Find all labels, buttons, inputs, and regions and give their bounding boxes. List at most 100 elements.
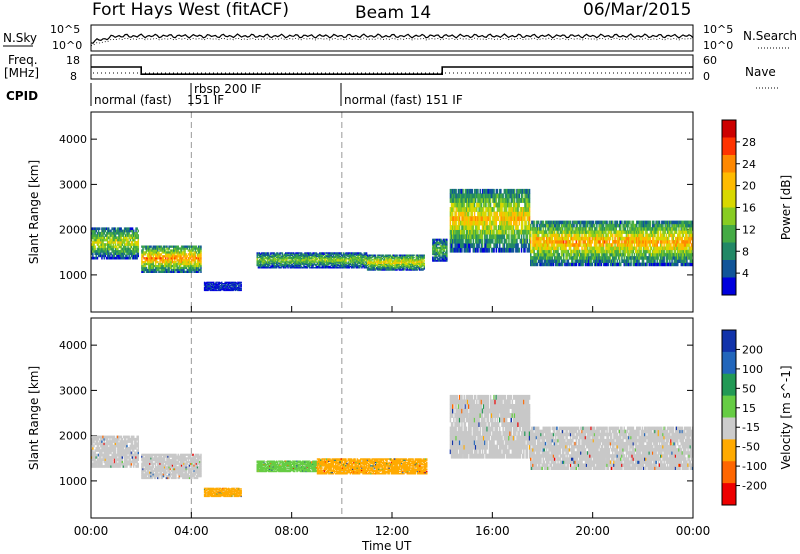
echo-cell: [337, 264, 339, 267]
echo-cell: [423, 268, 425, 270]
echo-cell: [312, 254, 314, 256]
echo-cell: [191, 266, 193, 270]
echo-cell: [517, 225, 519, 230]
echo-cell: [195, 257, 198, 260]
echo-cell: [113, 245, 116, 249]
echo-cell: [300, 253, 303, 255]
echo-cell: [316, 259, 319, 261]
echo-cell: [184, 251, 186, 254]
echo-cell: [130, 250, 133, 253]
echo-cell: [351, 259, 353, 261]
echo-cell: [152, 262, 154, 266]
echo-cell: [417, 257, 420, 260]
echo-cell: [288, 254, 290, 256]
echo-cell: [348, 256, 351, 259]
echo-cell: [271, 264, 273, 267]
echo-cell: [313, 256, 315, 259]
echo-cell: [370, 262, 372, 264]
echo-cell: [142, 270, 144, 273]
echo-cell: [502, 193, 504, 199]
echo-cell: [304, 255, 306, 258]
echo-cell: [206, 289, 208, 291]
echo-cell: [295, 260, 297, 262]
echo-cell: [337, 260, 339, 262]
echo-cell: [230, 288, 232, 290]
echo-cell: [150, 255, 152, 258]
echo-cell: [178, 261, 181, 264]
echo-cell: [370, 269, 372, 271]
echo-cell: [219, 288, 222, 290]
echo-cell: [415, 265, 418, 268]
echo-cell: [398, 263, 401, 266]
echo-cell: [389, 260, 391, 262]
echo-cell: [235, 288, 238, 290]
echo-cell: [176, 262, 178, 266]
echo-cell: [114, 238, 117, 242]
echo-cell: [303, 256, 305, 259]
echo-cell: [229, 290, 231, 292]
echo-cell: [373, 264, 376, 267]
echo-cell: [261, 260, 263, 262]
echo-cell: [158, 266, 160, 270]
echo-cell: [135, 254, 137, 258]
echo-cell: [403, 256, 405, 259]
echo-cell: [432, 258, 434, 261]
echo-cell: [305, 256, 307, 259]
echo-cell: [285, 261, 287, 263]
echo-cell: [415, 257, 418, 260]
echo-cell: [371, 268, 373, 270]
echo-cell: [93, 256, 95, 260]
echo-cell: [523, 234, 525, 240]
echo-cell: [214, 288, 216, 290]
echo-cell: [295, 261, 297, 263]
echo-cell: [92, 256, 94, 260]
echo-cell: [286, 261, 288, 263]
echo-cell: [331, 256, 334, 259]
echo-cell: [318, 260, 320, 262]
echo-cell: [169, 257, 172, 260]
echo-cell: [217, 288, 220, 290]
echo-cell: [191, 255, 193, 258]
echo-cell: [364, 252, 367, 254]
echo-cell: [95, 227, 97, 231]
echo-cell: [298, 257, 301, 260]
echo-cell: [473, 202, 476, 208]
echo-cell: [296, 261, 298, 263]
echo-cell: [196, 259, 199, 262]
echo-cell: [203, 290, 206, 292]
echo-cell: [218, 290, 221, 292]
echo-cell: [93, 243, 95, 246]
echo-cell: [238, 288, 240, 290]
echo-cell: [190, 251, 192, 254]
echo-cell: [112, 250, 115, 253]
echo-cell: [266, 260, 269, 262]
echo-cell: [163, 251, 166, 254]
echo-cell: [408, 265, 411, 268]
echo-cell: [320, 263, 322, 266]
echo-cell: [236, 283, 239, 284]
echo-cell: [383, 260, 386, 262]
echo-cell: [344, 261, 346, 263]
echo-cell: [351, 260, 353, 262]
echo-cell: [359, 254, 361, 256]
echo-cell: [366, 264, 369, 267]
echo-cell: [119, 250, 121, 253]
echo-cell: [336, 267, 338, 269]
echo-cell: [395, 262, 397, 264]
echo-cell: [458, 216, 461, 221]
nsearch-label: N.Search: [743, 29, 797, 43]
echo-cell: [402, 267, 404, 269]
echo-cell: [280, 265, 282, 268]
echo-cell: [368, 263, 370, 266]
echo-cell: [310, 267, 312, 269]
echo-cell: [281, 256, 284, 259]
echo-cell: [310, 262, 312, 264]
echo-cell: [397, 265, 399, 268]
echo-cell: [394, 255, 396, 258]
echo-cell: [397, 260, 399, 262]
echo-cell: [123, 245, 126, 249]
echo-cell: [117, 254, 119, 258]
echo-cell: [136, 227, 138, 231]
echo-cell: [422, 269, 424, 271]
echo-cell: [105, 250, 108, 253]
